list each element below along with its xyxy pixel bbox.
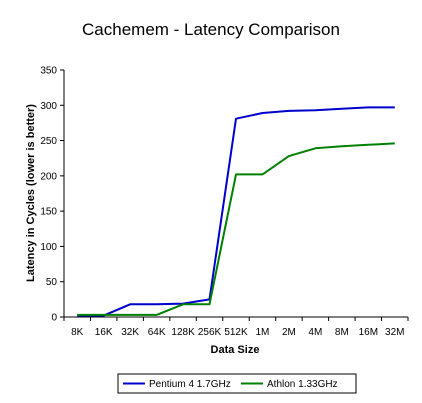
x-tick-label: 8K [71,327,84,338]
x-tick-label: 256K [198,327,222,338]
chart-title: Cachemem - Latency Comparison [82,20,340,39]
y-tick-label: 0 [51,313,57,324]
x-tick-label: 32M [385,327,404,338]
y-tick-label: 200 [40,171,57,182]
y-tick-label: 150 [40,207,57,218]
y-tick-label: 50 [46,277,58,288]
y-tick-label: 350 [40,66,57,77]
x-tick-label: 128K [171,327,195,338]
legend: Pentium 4 1.7GHz Athlon 1.33GHz [117,373,357,394]
x-tick-label: 1M [256,327,270,338]
legend-label-2: Athlon 1.33GHz [267,379,338,390]
x-tick-label: 16K [95,327,113,338]
legend-label-1: Pentium 4 1.7GHz [149,379,231,390]
x-tick-label: 4M [308,327,322,338]
x-tick-label: 2M [282,327,296,338]
y-axis-label: Latency in Cycles (lower is better) [25,104,37,282]
series-line-1 [77,106,395,317]
y-tick-label: 250 [40,136,57,147]
x-tick-label: 16M [359,327,378,338]
plot-background [64,70,408,317]
legend-box [117,373,357,394]
x-tick-label: 8M [335,327,349,338]
y-tick-label: 100 [40,242,57,253]
x-tick-label: 64K [148,327,166,338]
x-axis-label: Data Size [211,344,260,356]
plot-area: 0 50 100 150 200 250 300 350 8K 16K 32K 64K 128K 256K… [40,66,409,338]
x-tick-label: 512K [224,327,248,338]
x-tick-label: 32K [121,327,139,338]
series-line-2 [77,142,395,316]
y-tick-label: 300 [40,101,57,112]
